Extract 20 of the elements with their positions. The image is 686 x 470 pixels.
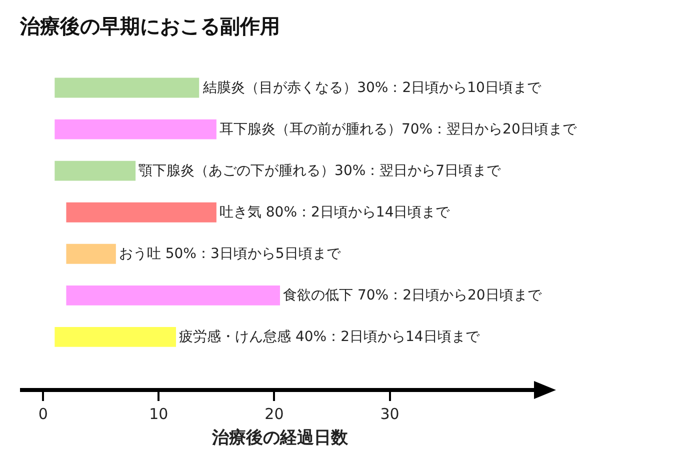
y-tick-label: 結膜炎（目が赤くなる）30%：2日頃から10日頃まで [202,80,542,96]
bar [66,244,116,264]
y-tick-label: 疲労感・けん怠感 40%：2日頃から14日頃まで [179,328,480,345]
bar [66,285,280,306]
bar [66,202,216,222]
y-tick-label: 顎下腺炎（あごの下が腫れる）30%：翌日から7日頃まで [138,162,502,179]
x-axis-title: 治療後の経過日数 [211,428,349,448]
y-tick-label: おう吐 50%：3日頃から5日頃まで [118,246,342,262]
y-tick-label: 吐き気 80%：2日頃から14日頃まで [219,204,451,220]
x-tick-label: 20 [264,405,284,423]
x-tick-label: 10 [149,405,168,423]
chart-title: 治療後の早期におこる副作用 [19,14,280,38]
bar [54,78,200,98]
bar [54,160,136,181]
y-tick-label: 食欲の低下 70%：2日頃から20日頃まで [283,287,542,304]
x-tick-label: 0 [38,405,48,423]
bar [54,119,216,140]
y-tick-label: 耳下腺炎（耳の前が腫れる）70%：翌日から20日頃まで [219,121,578,138]
x-tick-label: 30 [380,405,400,423]
bar [54,326,176,347]
